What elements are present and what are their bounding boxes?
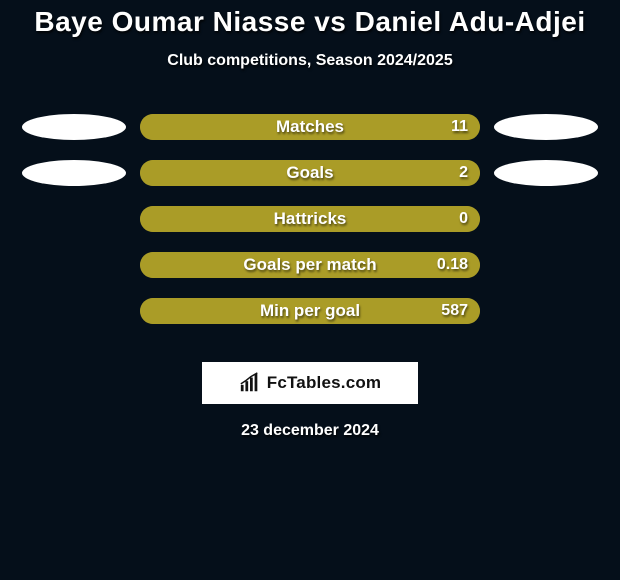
page-title: Baye Oumar Niasse vs Daniel Adu-Adjei: [0, 0, 620, 38]
stat-label: Min per goal: [260, 301, 360, 321]
player-right-ellipse: [494, 114, 598, 140]
stat-row: Hattricks 0: [0, 196, 620, 242]
player-right-ellipse: [494, 160, 598, 186]
stat-value: 2: [459, 164, 468, 182]
stat-value: 11: [451, 118, 468, 136]
stat-value: 587: [441, 302, 468, 320]
stat-rows: Matches 11 Goals 2 Hattricks 0 Goals per match…: [0, 104, 620, 334]
player-left-ellipse: [22, 114, 126, 140]
bar-chart-icon: [239, 372, 261, 394]
player-left-ellipse: [22, 298, 126, 324]
stat-row: Matches 11: [0, 104, 620, 150]
player-right-ellipse: [494, 206, 598, 232]
stat-row: Goals per match 0.18: [0, 242, 620, 288]
player-left-ellipse: [22, 206, 126, 232]
stat-label: Goals: [286, 163, 333, 183]
player-left-ellipse: [22, 160, 126, 186]
stat-label: Matches: [276, 117, 344, 137]
stat-label: Goals per match: [243, 255, 376, 275]
player-left-ellipse: [22, 252, 126, 278]
logo-box[interactable]: FcTables.com: [202, 362, 418, 404]
date-label: 23 december 2024: [0, 422, 620, 440]
stat-bar: Hattricks 0: [140, 206, 480, 232]
stat-row: Min per goal 587: [0, 288, 620, 334]
subtitle: Club competitions, Season 2024/2025: [0, 52, 620, 70]
stat-value: 0.18: [437, 256, 468, 274]
player-right-ellipse: [494, 298, 598, 324]
logo-text: FcTables.com: [267, 373, 382, 393]
stat-bar: Min per goal 587: [140, 298, 480, 324]
stat-label: Hattricks: [274, 209, 347, 229]
stat-bar: Goals per match 0.18: [140, 252, 480, 278]
stat-value: 0: [459, 210, 468, 228]
stat-bar: Matches 11: [140, 114, 480, 140]
stat-bar: Goals 2: [140, 160, 480, 186]
stat-row: Goals 2: [0, 150, 620, 196]
comparison-card: Baye Oumar Niasse vs Daniel Adu-Adjei Cl…: [0, 0, 620, 580]
player-right-ellipse: [494, 252, 598, 278]
